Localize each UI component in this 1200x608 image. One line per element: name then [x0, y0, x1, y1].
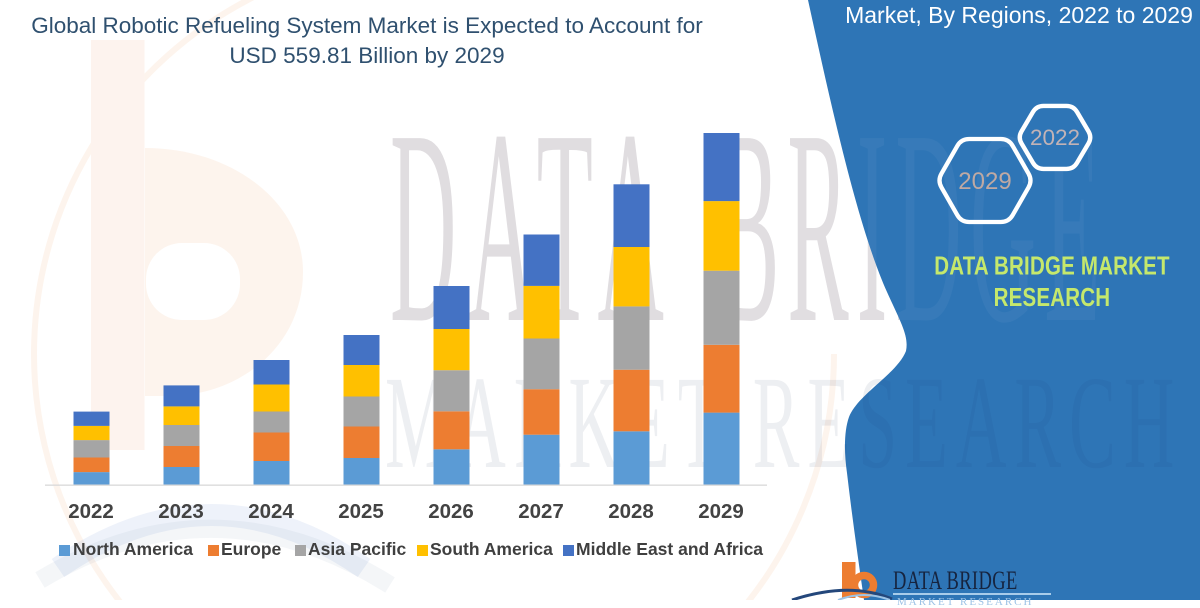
svg-text:MARKET RESEARCH: MARKET RESEARCH [385, 348, 1182, 496]
